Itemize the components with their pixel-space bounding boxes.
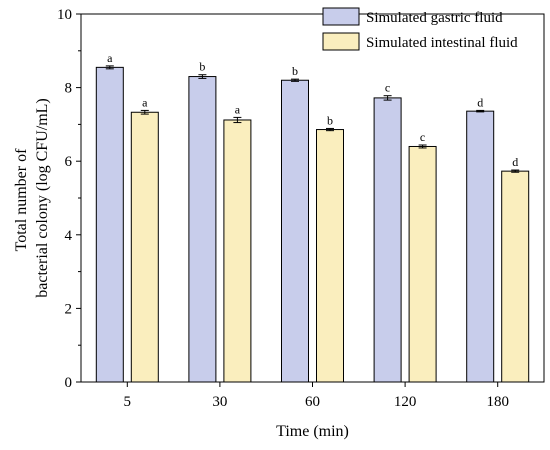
x-tick-label-0: 5 [124, 394, 132, 410]
legend-swatch-1 [322, 32, 360, 51]
error-bar-series-1-cat-2 [326, 127, 334, 132]
significance-label-series-1-cat-3: c [420, 130, 425, 144]
error-bar-series-0-cat-0 [105, 65, 114, 70]
y-tick-label-1: 2 [65, 301, 73, 317]
y-axis-title-line-1: Total number of [13, 148, 30, 252]
error-bar-series-0-cat-1 [198, 74, 207, 79]
y-tick-label-5: 10 [57, 7, 72, 23]
significance-label-series-0-cat-4: d [477, 95, 483, 109]
x-axis-title: Time (min) [276, 423, 349, 440]
bar-series-0-cat-3 [373, 97, 402, 383]
bar-series-1-cat-4 [501, 170, 530, 383]
significance-label-series-0-cat-2: b [292, 64, 298, 78]
x-tick-label-4: 180 [486, 394, 509, 410]
bar-series-1-cat-2 [316, 129, 344, 383]
significance-label-series-1-cat-1: a [235, 102, 241, 116]
bar-series-0-cat-0 [95, 66, 124, 383]
bar-series-0-cat-1 [188, 76, 217, 383]
y-axis-title: Total number of bacterial colony (log CF… [13, 98, 51, 298]
x-tick-label-2: 60 [305, 394, 320, 410]
y-tick-label-3: 6 [65, 154, 73, 170]
error-bar-series-0-cat-3 [383, 95, 392, 101]
x-tick-label-1: 30 [212, 394, 227, 410]
error-bar-series-1-cat-3 [418, 144, 427, 149]
y-tick-label-0: 0 [65, 375, 73, 391]
error-bars-layer [105, 65, 520, 173]
significance-label-series-1-cat-0: a [142, 95, 148, 109]
legend-label-1: Simulated intestinal fluid [366, 35, 518, 51]
legend-swatch-0 [322, 7, 360, 26]
axes-layer: 0 2 4 6 8 10 5 30 60 120 180 [57, 7, 545, 410]
bar-series-1-cat-3 [408, 145, 437, 383]
x-tick-label-3: 120 [394, 394, 417, 410]
y-tick-label-2: 4 [65, 228, 73, 244]
significance-label-series-1-cat-2: b [327, 113, 333, 127]
bar-series-1-cat-0 [130, 111, 159, 383]
bar-series-0-cat-2 [281, 79, 309, 383]
error-bar-series-1-cat-1 [233, 116, 242, 124]
error-bar-series-0-cat-2 [291, 78, 299, 82]
error-bar-series-0-cat-4 [476, 109, 485, 113]
significance-label-series-1-cat-4: d [512, 155, 518, 169]
significance-labels-layer: a b b c d a a b c d [107, 51, 518, 169]
bar-series-1-cat-1 [223, 119, 252, 383]
y-axis-title-line-2: bacterial colony (log CFU/mL) [34, 98, 51, 298]
y-tick-label-4: 8 [65, 81, 73, 97]
significance-label-series-0-cat-1: b [199, 60, 205, 74]
significance-label-series-0-cat-0: a [107, 51, 113, 65]
bars-layer [95, 66, 530, 383]
significance-label-series-0-cat-3: c [385, 81, 390, 95]
error-bar-series-1-cat-4 [511, 169, 520, 173]
legend: Simulated gastric fluid Simulated intesti… [322, 7, 518, 51]
bar-series-0-cat-4 [466, 110, 495, 383]
legend-label-0: Simulated gastric fluid [366, 10, 503, 26]
error-bar-series-1-cat-0 [140, 109, 149, 115]
